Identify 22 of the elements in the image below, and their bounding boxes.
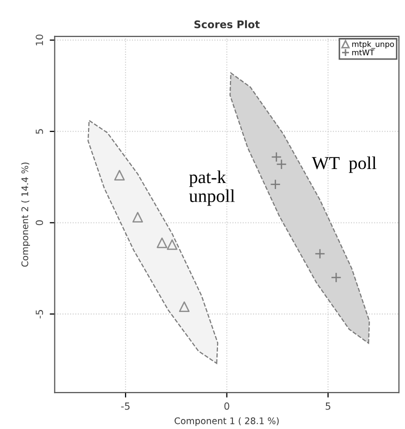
point: [132, 212, 143, 223]
point: [330, 272, 342, 283]
point: [271, 152, 282, 162]
y-tick-label: -5: [36, 310, 44, 318]
point: [156, 238, 168, 248]
point: [314, 248, 326, 260]
y-tick-label: 0: [36, 220, 44, 226]
y-tick-label: 10: [36, 34, 44, 46]
point: [166, 239, 178, 250]
y-tick-label: 5: [36, 129, 44, 134]
x-tick-label: -5: [121, 402, 130, 410]
x-axis-title: Component 1 ( 28.1 %): [174, 417, 279, 426]
annotation: pat-k unpoll: [189, 170, 235, 206]
point: [276, 159, 287, 170]
y-axis-title: Component 2 ( 14.4 %): [21, 162, 30, 267]
x-tick-label: 0: [224, 402, 230, 410]
point: [114, 170, 125, 181]
point: [178, 301, 190, 312]
chart-title: Scores Plot: [194, 20, 260, 28]
annotation: WT poll: [312, 156, 376, 173]
x-tick-label: 5: [326, 402, 330, 410]
point: [270, 179, 281, 190]
